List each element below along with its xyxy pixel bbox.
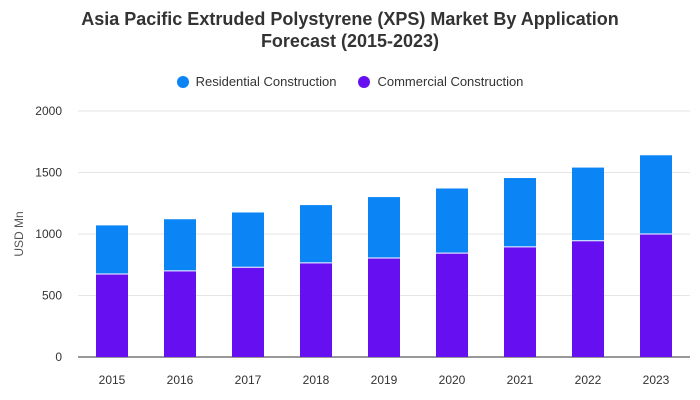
bar-commercial-2019[interactable] (368, 257, 400, 357)
bar-commercial-2023[interactable] (640, 234, 672, 357)
bar-residential-2016[interactable] (164, 219, 196, 271)
x-tick-label: 2018 (303, 373, 330, 387)
y-tick-label: 1000 (35, 227, 62, 241)
bar-residential-2022[interactable] (572, 167, 604, 241)
x-tick-label: 2016 (167, 373, 194, 387)
bar-commercial-2015[interactable] (96, 273, 128, 357)
bar-commercial-2018[interactable] (300, 262, 332, 357)
y-tick-label: 0 (55, 350, 62, 364)
legend-swatch-commercial (358, 75, 371, 88)
bar-commercial-2016[interactable] (164, 270, 196, 357)
chart-title-line-1: Asia Pacific Extruded Polystyrene (XPS) … (81, 9, 619, 29)
bar-residential-2020[interactable] (436, 188, 468, 254)
x-tick-label: 2019 (371, 373, 398, 387)
x-tick-label: 2022 (575, 373, 602, 387)
bar-commercial-2022[interactable] (572, 240, 604, 357)
bar-residential-2017[interactable] (232, 212, 264, 268)
bars (96, 155, 672, 357)
legend-item-commercial[interactable]: Commercial Construction (358, 74, 523, 89)
y-tick-label: 500 (42, 289, 62, 303)
x-tick-label: 2017 (235, 373, 262, 387)
x-tick-label: 2023 (643, 373, 670, 387)
y-axis-ticks: 0 500 1000 1500 2000 (35, 104, 62, 364)
bar-residential-2021[interactable] (504, 178, 536, 247)
y-axis-label: USD Mn (12, 211, 26, 256)
bar-residential-2019[interactable] (368, 197, 400, 258)
legend-label-commercial: Commercial Construction (377, 74, 524, 89)
y-tick-label: 1500 (35, 166, 62, 180)
chart-legend: Residential Construction Commercial Cons… (0, 74, 700, 89)
chart-title: Asia Pacific Extruded Polystyrene (XPS) … (0, 8, 700, 52)
x-tick-label: 2015 (99, 373, 126, 387)
bar-commercial-2021[interactable] (504, 246, 536, 357)
x-tick-label: 2020 (439, 373, 466, 387)
x-axis-ticks: 2015 2016 2017 2018 2019 2020 2021 2022 2023 (99, 373, 670, 387)
bar-residential-2015[interactable] (96, 225, 128, 274)
x-tick-label: 2021 (507, 373, 534, 387)
y-tick-label: 2000 (35, 104, 62, 118)
bar-residential-2018[interactable] (300, 205, 332, 263)
bar-commercial-2020[interactable] (436, 253, 468, 357)
legend-label-residential: Residential Construction (195, 74, 337, 89)
chart-title-line-2: Forecast (2015-2023) (260, 31, 440, 51)
legend-swatch-residential (176, 75, 189, 88)
bar-residential-2023[interactable] (640, 155, 672, 234)
bar-commercial-2017[interactable] (232, 267, 264, 357)
legend-item-residential[interactable]: Residential Construction (176, 74, 337, 89)
